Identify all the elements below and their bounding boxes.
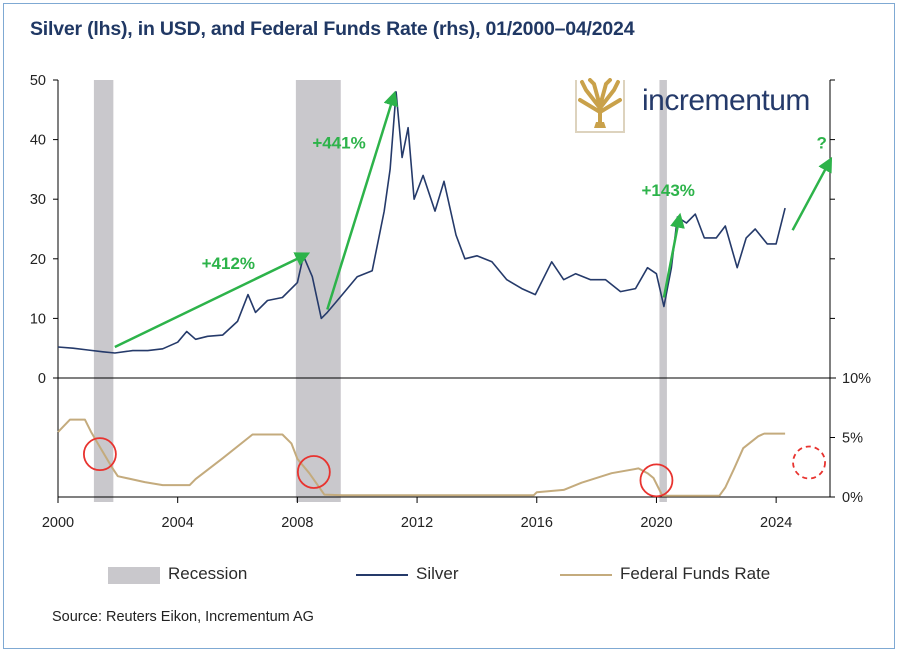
y-tick-label-left: 50 <box>30 73 46 89</box>
legend-swatch-silver <box>356 574 408 576</box>
arrow-441 <box>326 90 399 310</box>
tree-logo-icon <box>575 78 625 133</box>
rate-cut-circle-2 <box>296 455 331 489</box>
incrementum-logo: incrementum <box>572 78 832 136</box>
legend-label-silver: Silver <box>416 564 459 583</box>
arrow-question <box>791 156 833 231</box>
source-note: Source: Reuters Eikon, Incrementum AG <box>52 609 314 625</box>
arrow-143 <box>662 212 685 298</box>
x-tick-label: 2016 <box>521 515 553 531</box>
rate-cut-circle-3 <box>639 463 674 498</box>
x-tick-label: 2008 <box>281 515 313 531</box>
annotation-143: +143% <box>641 181 694 200</box>
y-tick-label-left: 20 <box>30 252 46 268</box>
y-tick-label-left: 30 <box>30 192 46 208</box>
x-tick-label: 2024 <box>760 515 792 531</box>
annotation-412: +412% <box>202 254 255 273</box>
chart-title: Silver (lhs), in USD, and Federal Funds … <box>30 18 635 40</box>
x-tick-label: 2004 <box>162 515 194 531</box>
rate-cut-circle-future <box>792 445 826 480</box>
arrow-412 <box>114 252 311 349</box>
annotation-question: ? <box>817 134 827 153</box>
y-tick-label-right: 10% <box>842 371 871 387</box>
annotation-441: +441% <box>312 134 365 153</box>
y-tick-label-right: 0% <box>842 490 863 506</box>
y-tick-label-left: 40 <box>30 133 46 149</box>
rate-cut-circle-1 <box>82 437 117 472</box>
chart-frame <box>3 3 895 649</box>
logo-wordmark: incrementum <box>642 84 810 117</box>
x-tick-label: 2020 <box>640 515 672 531</box>
y-tick-label-left: 10 <box>30 311 46 327</box>
y-tick-label-right: 5% <box>842 431 863 447</box>
legend-swatch-fed-funds-rate <box>560 574 612 576</box>
legend-label-recession: Recession <box>168 564 248 583</box>
recession-band-3 <box>659 80 667 502</box>
legend-label-fed-funds-rate: Federal Funds Rate <box>620 564 771 583</box>
x-tick-label: 2000 <box>42 515 74 531</box>
y-tick-label-left: 0 <box>38 371 46 387</box>
legend-swatch-recession <box>108 567 160 584</box>
fed-funds-rate-line <box>57 418 786 497</box>
x-tick-label: 2012 <box>401 515 433 531</box>
recession-band-1 <box>93 80 114 502</box>
